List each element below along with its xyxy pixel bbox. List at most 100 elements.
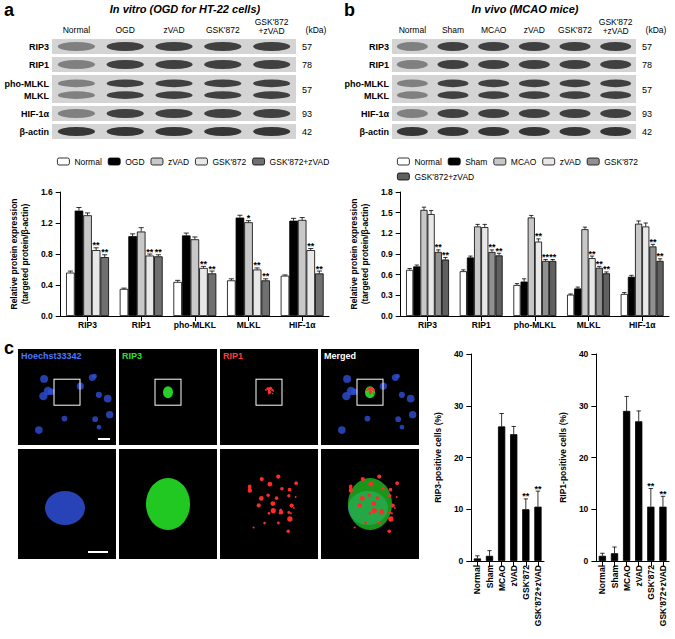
svg-text:RIP3-positive cells (%): RIP3-positive cells (%) bbox=[433, 412, 443, 503]
svg-text:0.4: 0.4 bbox=[41, 280, 53, 290]
svg-text:MLKL: MLKL bbox=[24, 91, 49, 101]
svg-text:RIP3: RIP3 bbox=[122, 351, 142, 361]
svg-text:*: * bbox=[247, 213, 251, 223]
svg-text:**: ** bbox=[254, 260, 262, 270]
svg-text:GSK'872: GSK'872 bbox=[646, 565, 656, 600]
svg-text:Hoechst33342: Hoechst33342 bbox=[21, 351, 82, 361]
svg-text:GSK'872+zVAD: GSK'872+zVAD bbox=[255, 17, 289, 36]
svg-text:GSK'872: GSK'872 bbox=[212, 157, 246, 167]
svg-text:pho-MLKL: pho-MLKL bbox=[5, 79, 50, 89]
svg-text:Sham: Sham bbox=[485, 565, 495, 589]
svg-text:HIF-1α: HIF-1α bbox=[21, 109, 50, 119]
svg-text:zVAD: zVAD bbox=[163, 25, 184, 35]
svg-text:MCAO: MCAO bbox=[481, 25, 507, 35]
svg-text:pho-MLKL: pho-MLKL bbox=[174, 320, 216, 330]
svg-text:42: 42 bbox=[302, 127, 312, 137]
svg-text:HIF-1α: HIF-1α bbox=[289, 320, 316, 330]
svg-text:1.8: 1.8 bbox=[381, 187, 393, 197]
svg-text:**: ** bbox=[603, 264, 611, 274]
svg-text:GSK'872+zVAD: GSK'872+zVAD bbox=[414, 172, 474, 182]
svg-text:(kDa): (kDa) bbox=[306, 25, 327, 35]
svg-text:30: 30 bbox=[454, 401, 464, 411]
svg-text:78: 78 bbox=[302, 60, 312, 70]
svg-text:pho-MLKL: pho-MLKL bbox=[514, 320, 556, 330]
svg-text:RIP1: RIP1 bbox=[29, 60, 49, 70]
svg-text:GSK'872+zVAD: GSK'872+zVAD bbox=[533, 565, 543, 626]
svg-text:GSK'872: GSK'872 bbox=[558, 25, 592, 35]
svg-text:10: 10 bbox=[454, 504, 464, 514]
svg-text:β-actin: β-actin bbox=[360, 127, 390, 137]
svg-text:RIP1: RIP1 bbox=[132, 320, 151, 330]
svg-text:57: 57 bbox=[642, 85, 652, 95]
svg-text:RIP1: RIP1 bbox=[223, 351, 243, 361]
svg-text:GSK'872+zVAD: GSK'872+zVAD bbox=[270, 157, 330, 167]
svg-text:Normal: Normal bbox=[472, 565, 482, 594]
svg-text:GSK'872: GSK'872 bbox=[521, 565, 531, 600]
svg-text:10: 10 bbox=[579, 504, 589, 514]
svg-text:**: ** bbox=[535, 231, 543, 241]
svg-text:57: 57 bbox=[302, 85, 312, 95]
svg-text:Normal: Normal bbox=[74, 157, 102, 167]
svg-text:78: 78 bbox=[642, 60, 652, 70]
svg-text:GSK'872+zVAD: GSK'872+zVAD bbox=[658, 565, 668, 626]
svg-text:OGD: OGD bbox=[116, 25, 135, 35]
svg-text:(targeted protein/β-actin): (targeted protein/β-actin) bbox=[20, 204, 30, 305]
svg-text:**: ** bbox=[101, 247, 109, 257]
svg-text:**: ** bbox=[534, 484, 542, 494]
svg-text:**: ** bbox=[442, 250, 450, 260]
svg-text:40: 40 bbox=[454, 349, 464, 359]
svg-text:β-actin: β-actin bbox=[20, 127, 50, 137]
svg-text:GSK'872: GSK'872 bbox=[604, 157, 638, 167]
svg-text:zVAD: zVAD bbox=[509, 565, 519, 587]
svg-text:**: ** bbox=[155, 247, 163, 257]
svg-text:MCAO: MCAO bbox=[497, 565, 507, 591]
svg-text:**: ** bbox=[496, 246, 504, 256]
svg-text:20: 20 bbox=[579, 453, 589, 463]
svg-text:0.3: 0.3 bbox=[381, 290, 393, 300]
svg-text:**: ** bbox=[307, 241, 315, 251]
svg-text:Normal: Normal bbox=[597, 565, 607, 594]
svg-text:**: ** bbox=[589, 249, 597, 259]
svg-text:0: 0 bbox=[584, 556, 589, 566]
svg-text:Sham: Sham bbox=[442, 25, 464, 35]
svg-text:42: 42 bbox=[642, 127, 652, 137]
svg-text:0.0: 0.0 bbox=[381, 311, 393, 321]
svg-text:93: 93 bbox=[642, 109, 652, 119]
svg-text:zVAD: zVAD bbox=[168, 157, 189, 167]
svg-text:Normal: Normal bbox=[63, 25, 91, 35]
svg-text:Merged: Merged bbox=[324, 351, 356, 361]
svg-text:MLKL: MLKL bbox=[237, 320, 261, 330]
svg-text:MCAO: MCAO bbox=[622, 565, 632, 591]
svg-text:Relative protein expression: Relative protein expression bbox=[349, 198, 359, 309]
svg-text:1.5: 1.5 bbox=[381, 208, 393, 218]
svg-text:RIP1: RIP1 bbox=[472, 320, 491, 330]
svg-text:1.6: 1.6 bbox=[41, 187, 53, 197]
svg-text:40: 40 bbox=[579, 349, 589, 359]
svg-text:MLKL: MLKL bbox=[364, 91, 389, 101]
svg-text:RIP3: RIP3 bbox=[369, 42, 389, 52]
svg-text:57: 57 bbox=[302, 42, 312, 52]
svg-text:0.8: 0.8 bbox=[41, 249, 53, 259]
svg-text:Sham: Sham bbox=[610, 565, 620, 589]
svg-text:**: ** bbox=[549, 252, 557, 262]
svg-text:20: 20 bbox=[454, 453, 464, 463]
svg-text:GSK'872+zVAD: GSK'872+zVAD bbox=[599, 17, 633, 36]
svg-text:Normal: Normal bbox=[399, 25, 427, 35]
svg-text:RIP3: RIP3 bbox=[418, 320, 437, 330]
svg-text:**: ** bbox=[146, 247, 154, 257]
svg-text:0.6: 0.6 bbox=[381, 270, 393, 280]
svg-text:zVAD: zVAD bbox=[524, 25, 545, 35]
svg-text:**: ** bbox=[659, 489, 667, 499]
svg-text:**: ** bbox=[649, 237, 657, 247]
svg-text:RIP1-positive cells (%): RIP1-positive cells (%) bbox=[558, 412, 568, 503]
svg-text:HIF-1α: HIF-1α bbox=[629, 320, 656, 330]
svg-text:**: ** bbox=[262, 271, 270, 281]
svg-text:**: ** bbox=[647, 481, 655, 491]
svg-text:(targeted protein/β-actin): (targeted protein/β-actin) bbox=[360, 204, 370, 305]
svg-text:0: 0 bbox=[459, 556, 464, 566]
svg-text:zVAD: zVAD bbox=[560, 157, 581, 167]
svg-text:0.0: 0.0 bbox=[41, 311, 53, 321]
svg-text:(kDa): (kDa) bbox=[646, 25, 667, 35]
svg-text:**: ** bbox=[522, 491, 530, 501]
svg-text:30: 30 bbox=[579, 401, 589, 411]
